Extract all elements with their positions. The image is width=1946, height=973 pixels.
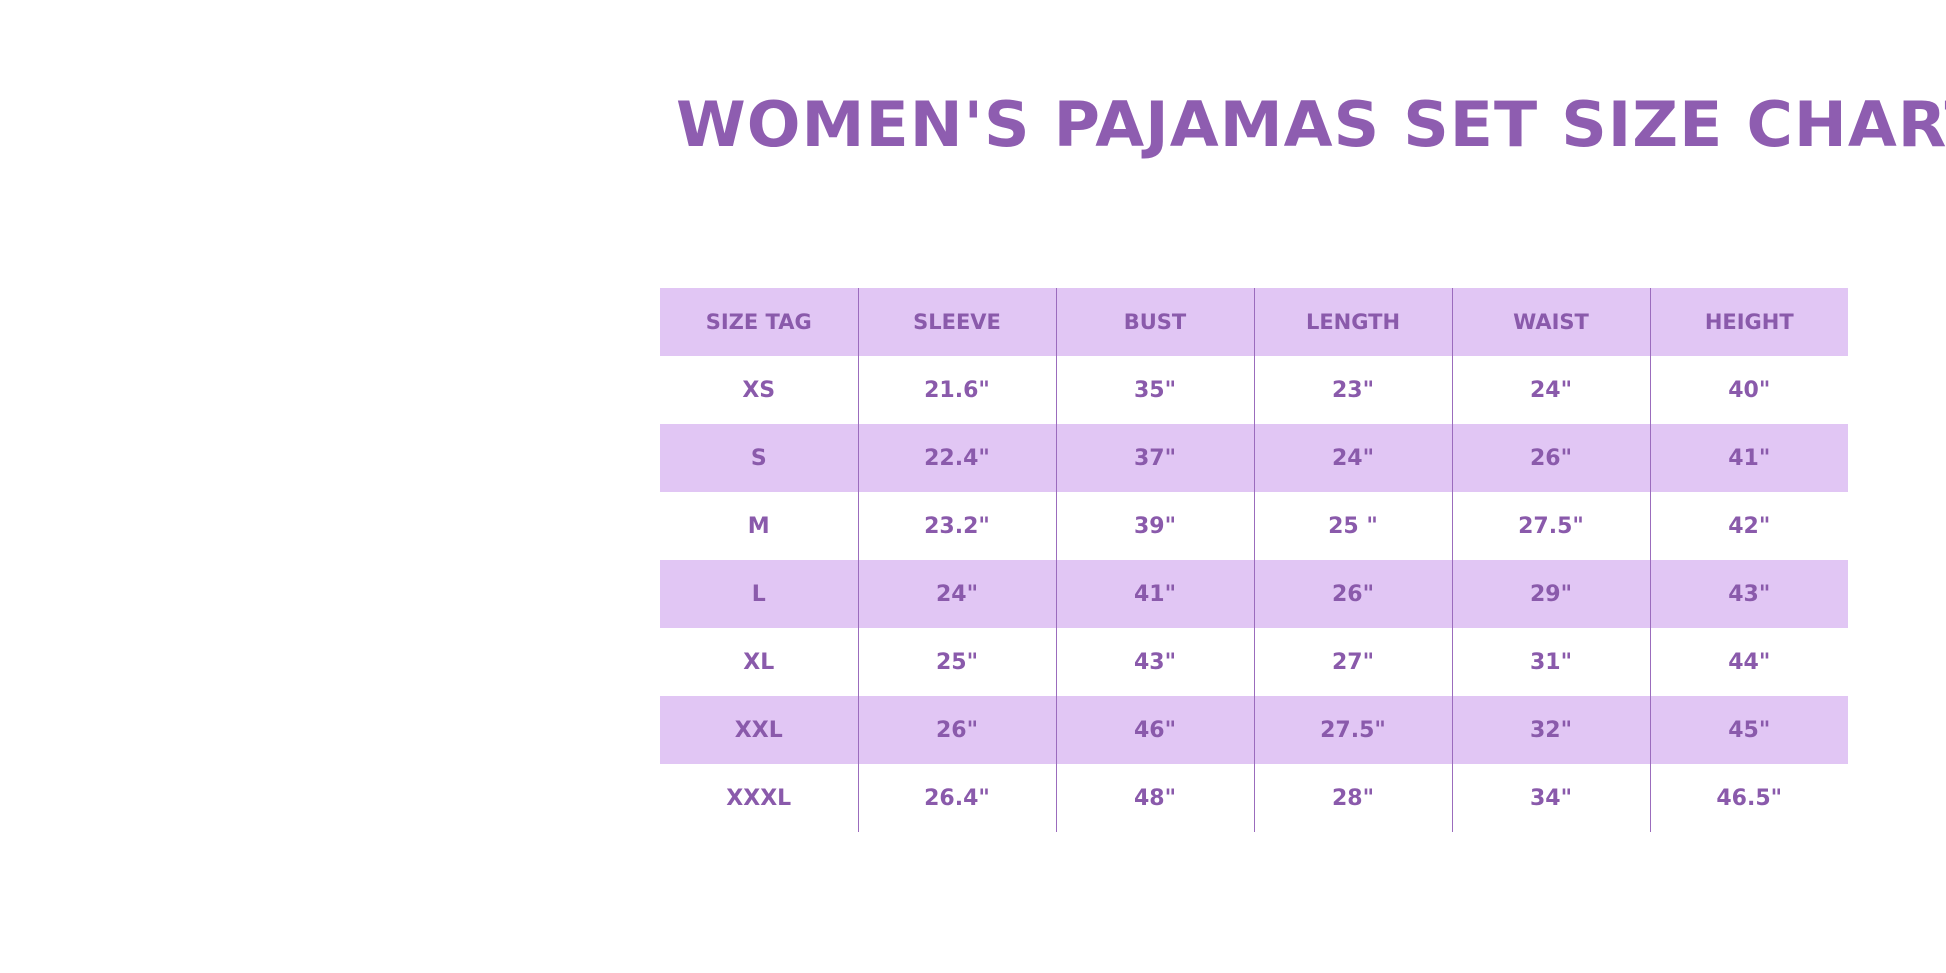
measurement-cell: 26" xyxy=(1451,424,1650,492)
column-header: SIZE TAG xyxy=(660,288,858,356)
table-row: S 22.4" 37" 24" 26" 41" xyxy=(660,424,1848,492)
measurement-cell: 26.4" xyxy=(857,764,1056,832)
measurement-cell: 25 " xyxy=(1253,492,1452,560)
measurement-cell: 27.5" xyxy=(1451,492,1650,560)
measurement-cell: 35" xyxy=(1055,356,1254,424)
measurement-cell: 41" xyxy=(1649,424,1848,492)
measurement-cell: 24" xyxy=(1253,424,1452,492)
measurement-cell: 43" xyxy=(1055,628,1254,696)
size-chart-table: SIZE TAG SLEEVE BUST LENGTH WAIST HEIGHT XS 21… xyxy=(660,288,1848,832)
measurement-cell: 24" xyxy=(857,560,1056,628)
measurement-cell: 23" xyxy=(1253,356,1452,424)
size-tag-cell: XXL xyxy=(660,696,858,764)
size-tag-cell: S xyxy=(660,424,858,492)
measurement-cell: 40" xyxy=(1649,356,1848,424)
measurement-cell: 48" xyxy=(1055,764,1254,832)
column-header: SLEEVE xyxy=(857,288,1056,356)
table-row: M 23.2" 39" 25 " 27.5" 42" xyxy=(660,492,1848,560)
measurement-cell: 24" xyxy=(1451,356,1650,424)
table-row: XXL 26" 46" 27.5" 32" 45" xyxy=(660,696,1848,764)
measurement-cell: 43" xyxy=(1649,560,1848,628)
measurement-cell: 46.5" xyxy=(1649,764,1848,832)
measurement-cell: 26" xyxy=(857,696,1056,764)
measurement-cell: 44" xyxy=(1649,628,1848,696)
size-tag-cell: M xyxy=(747,513,770,539)
page-title: WOMEN'S PAJAMAS SET SIZE CHART xyxy=(676,88,1946,161)
table-row: L 24" 41" 26" 29" 43" xyxy=(660,560,1848,628)
column-header: HEIGHT xyxy=(1649,288,1848,356)
size-tag-cell: XXXL xyxy=(726,785,792,811)
header-row: SIZE TAG SLEEVE BUST LENGTH WAIST HEIGHT xyxy=(660,288,1848,356)
measurement-cell: 41" xyxy=(1055,560,1254,628)
measurement-cell: 26" xyxy=(1253,560,1452,628)
measurement-cell: 25" xyxy=(857,628,1056,696)
measurement-cell: 32" xyxy=(1451,696,1650,764)
table-row: XL 25" 43" 27" 31" 44" xyxy=(660,628,1848,696)
size-tag-cell: XL xyxy=(743,649,775,675)
measurement-cell: 21.6" xyxy=(857,356,1056,424)
table-row: XXXL 26.4" 48" 28" 34" 46.5" xyxy=(660,764,1848,832)
measurement-cell: 45" xyxy=(1649,696,1848,764)
table-row: XS 21.6" 35" 23" 24" 40" xyxy=(660,356,1848,424)
measurement-cell: 34" xyxy=(1451,764,1650,832)
size-tag-cell: XS xyxy=(742,377,776,403)
measurement-cell: 28" xyxy=(1253,764,1452,832)
measurement-cell: 31" xyxy=(1451,628,1650,696)
size-tag-cell: L xyxy=(660,560,858,628)
column-header: LENGTH xyxy=(1253,288,1452,356)
measurement-cell: 46" xyxy=(1055,696,1254,764)
measurement-cell: 42" xyxy=(1649,492,1848,560)
measurement-cell: 22.4" xyxy=(857,424,1056,492)
measurement-cell: 27" xyxy=(1253,628,1452,696)
measurement-cell: 23.2" xyxy=(857,492,1056,560)
column-header: WAIST xyxy=(1451,288,1650,356)
measurement-cell: 29" xyxy=(1451,560,1650,628)
measurement-cell: 27.5" xyxy=(1253,696,1452,764)
measurement-cell: 39" xyxy=(1055,492,1254,560)
measurement-cell: 37" xyxy=(1055,424,1254,492)
column-header: BUST xyxy=(1055,288,1254,356)
